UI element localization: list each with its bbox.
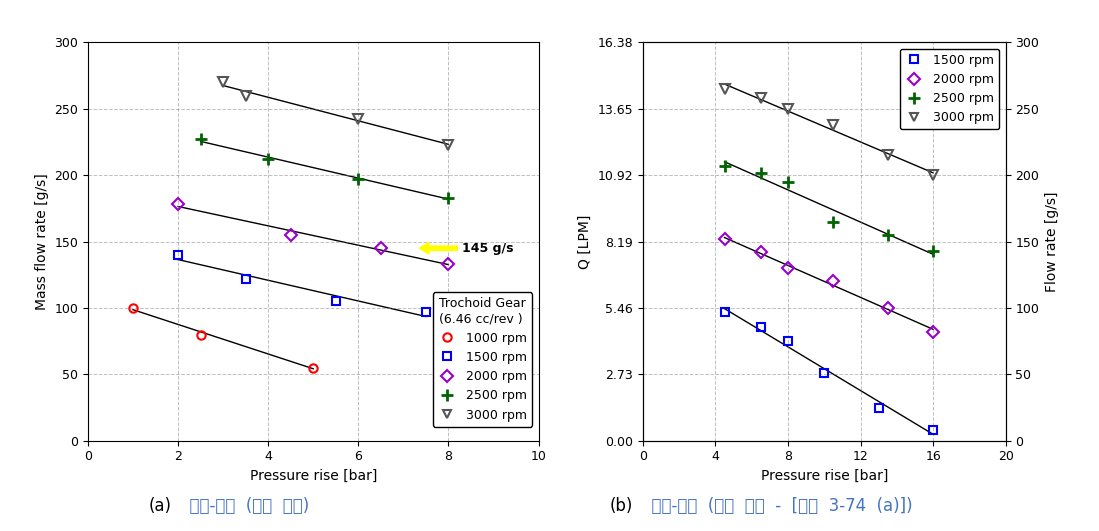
Text: 145 g/s: 145 g/s bbox=[462, 242, 513, 255]
Text: (b): (b) bbox=[610, 497, 633, 515]
Text: 압력-유량  (평가  결과): 압력-유량 (평가 결과) bbox=[179, 497, 310, 515]
Text: (a): (a) bbox=[148, 497, 171, 515]
Legend: 1000 rpm, 1500 rpm, 2000 rpm, 2500 rpm, 3000 rpm: 1000 rpm, 1500 rpm, 2000 rpm, 2500 rpm, … bbox=[433, 292, 532, 426]
Y-axis label: Mass flow rate [g/s]: Mass flow rate [g/s] bbox=[35, 173, 48, 310]
X-axis label: Pressure rise [bar]: Pressure rise [bar] bbox=[761, 469, 888, 483]
Y-axis label: Flow rate [g/s]: Flow rate [g/s] bbox=[1045, 191, 1058, 292]
FancyArrow shape bbox=[419, 242, 457, 254]
X-axis label: Pressure rise [bar]: Pressure rise [bar] bbox=[249, 469, 377, 483]
Legend: 1500 rpm, 2000 rpm, 2500 rpm, 3000 rpm: 1500 rpm, 2000 rpm, 2500 rpm, 3000 rpm bbox=[900, 49, 999, 130]
Text: 압력-유량  (해석  결과  -  [그림  3-74  (a)]): 압력-유량 (해석 결과 - [그림 3-74 (a)]) bbox=[641, 497, 912, 515]
Y-axis label: Q [LPM]: Q [LPM] bbox=[578, 215, 592, 269]
